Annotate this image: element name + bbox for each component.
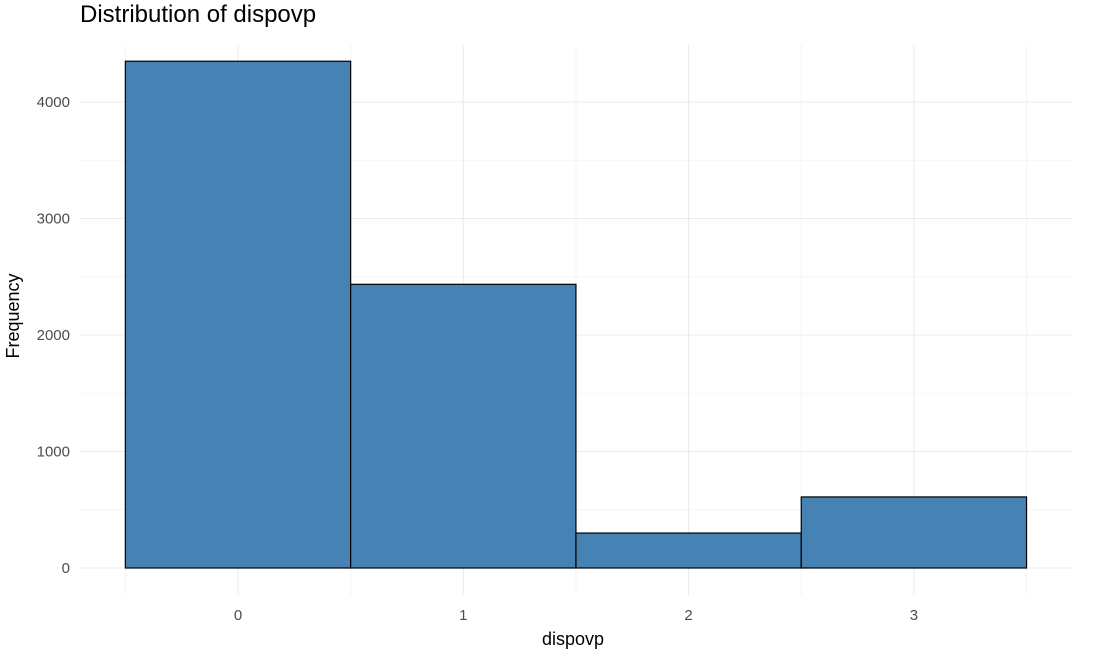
bar-0 — [124, 60, 352, 569]
bars — [124, 60, 1028, 569]
y-tick-label-1000: 1000 — [37, 444, 70, 461]
x-axis-title: dispovp — [542, 629, 604, 649]
y-tick-label-4000: 4000 — [37, 94, 70, 111]
y-tick-label-0: 0 — [62, 560, 70, 577]
bar-3 — [800, 496, 1028, 569]
y-tick-labels: 0 1000 2000 3000 4000 — [37, 94, 70, 577]
bar-2 — [575, 532, 802, 569]
y-axis-title: Frequency — [3, 273, 23, 358]
bar-1 — [350, 283, 577, 569]
x-tick-label-0: 0 — [234, 607, 242, 624]
chart-title: Distribution of dispovp — [80, 1, 316, 28]
x-tick-labels: 0 1 2 3 — [234, 607, 918, 624]
y-tick-label-2000: 2000 — [37, 327, 70, 344]
y-tick-label-3000: 3000 — [37, 211, 70, 228]
x-tick-label-2: 2 — [684, 607, 692, 624]
x-tick-label-3: 3 — [910, 607, 918, 624]
x-tick-label-1: 1 — [459, 607, 467, 624]
